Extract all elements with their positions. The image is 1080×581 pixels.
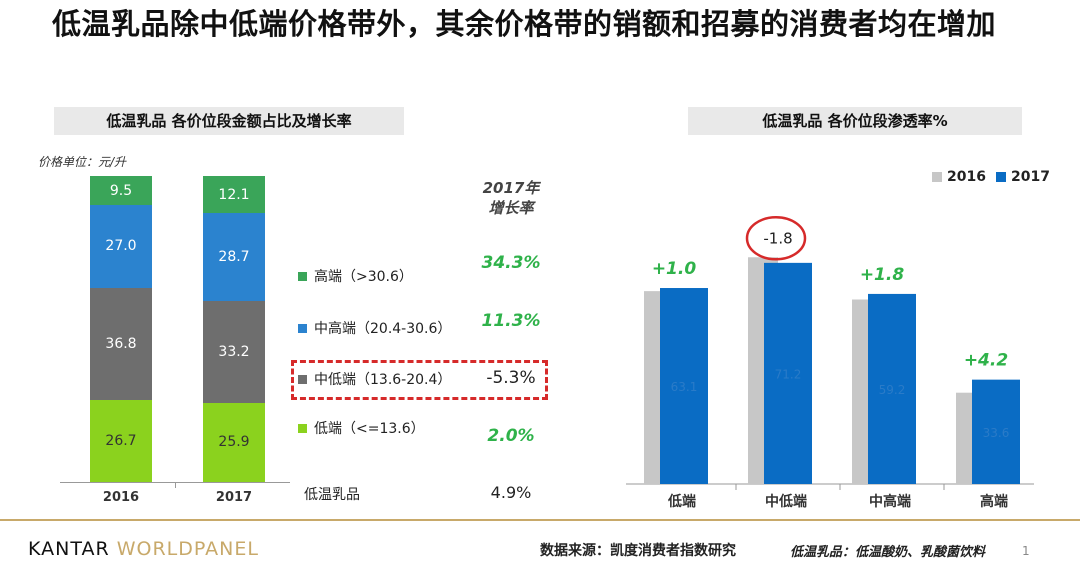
stack-segment: 36.8 xyxy=(90,287,152,401)
logo-product: WORLDPANEL xyxy=(116,538,259,560)
page-title: 低温乳品除中低端价格带外，其余价格带的销额和招募的消费者均在增加 xyxy=(52,7,997,41)
x-axis-category-label: 低端 xyxy=(667,493,696,510)
growth-value-mid-low: -5.3% xyxy=(486,368,536,388)
left-panel-heading: 低温乳品 各价位段金额占比及增长率 xyxy=(54,107,404,135)
logo-word: KANTAR xyxy=(28,538,110,560)
right-panel-heading: 低温乳品 各价位段渗透率% xyxy=(688,107,1022,135)
total-label: 低温乳品 xyxy=(304,487,360,503)
delta-label: +1.0 xyxy=(652,259,697,279)
stack-segment-value: 12.1 xyxy=(218,186,250,203)
legend-label-2016: 2016 xyxy=(947,169,986,185)
stack-axis-tick xyxy=(175,482,176,488)
legend-label-2017: 2017 xyxy=(1010,169,1050,185)
stack-segment: 27.0 xyxy=(90,205,152,288)
growth-value-high: 34.3% xyxy=(481,253,541,273)
legend-item-mid-low: 中低端（13.6-20.4） xyxy=(298,369,451,389)
stack-bar-2017: 25.9 33.2 28.7 12.1 xyxy=(203,176,265,482)
penetration-bar-chart: 63.1 +1.0 低端 71.2 -1.8 中低端 59.2 +1.8 中高端 33.6 +4.2… xyxy=(626,216,1034,510)
legend-swatch-high xyxy=(298,271,307,281)
growth-column-header: 2017年 增长率 xyxy=(482,179,540,217)
x-axis-category-label: 高端 xyxy=(980,493,1008,510)
stack-x-label-2017: 2017 xyxy=(215,490,253,505)
growth-value-mid-high: 11.3% xyxy=(481,311,541,331)
x-axis-category-label: 中高端 xyxy=(869,493,911,510)
stack-x-label-2016: 2016 xyxy=(102,490,140,505)
page-number: 1 xyxy=(1022,544,1030,558)
stack-segment-value: 33.2 xyxy=(218,343,250,360)
stack-segment: 26.7 xyxy=(90,400,152,482)
stack-segment-value: 25.9 xyxy=(218,434,250,451)
price-unit-note: 价格单位：元/升 xyxy=(38,155,127,169)
stack-segment: 33.2 xyxy=(203,300,265,403)
legend-label-mid-low: 中低端（13.6-20.4） xyxy=(314,372,452,388)
total-growth-value: 4.9% xyxy=(490,483,532,502)
bar-value-label: 71.2 xyxy=(775,367,802,381)
legend-swatch-2016 xyxy=(932,172,942,182)
decline-highlight-circle xyxy=(745,216,807,261)
legend-item-low: 低端（<=13.6） xyxy=(298,418,425,438)
mid-low-highlight-box xyxy=(291,360,548,400)
legend-item-mid-high: 中高端（20.4-30.6） xyxy=(298,318,451,338)
stack-segment: 12.1 xyxy=(203,176,265,214)
legend-swatch-low xyxy=(298,423,307,433)
legend-swatch-mid-high xyxy=(298,323,307,333)
growth-value-low: 2.0% xyxy=(487,426,535,446)
legend-swatch-2017 xyxy=(995,172,1006,182)
stack-segment: 9.5 xyxy=(90,176,152,206)
stack-segment-value: 36.8 xyxy=(105,336,137,353)
bar-legend: 2016 2017 xyxy=(932,169,1050,185)
bar-value-label: 59.2 xyxy=(879,383,906,397)
stack-segment-value: 26.7 xyxy=(105,433,137,450)
legend-swatch-mid-low xyxy=(298,374,307,384)
bar-value-label: 63.1 xyxy=(671,380,698,394)
legend-item-high: 高端（>30.6） xyxy=(298,266,413,286)
kantar-worldpanel-logo: KANTAR WORLDPANEL xyxy=(28,538,259,560)
bar-value-label: 33.6 xyxy=(983,426,1010,440)
x-axis-category-label: 中低端 xyxy=(765,493,807,510)
stack-segment-value: 27.0 xyxy=(105,238,137,255)
legend-label-low: 低端（<=13.6） xyxy=(314,421,425,437)
delta-label: -1.8 xyxy=(763,229,792,247)
category-note: 低温乳品：低温酸奶、乳酸菌饮料 xyxy=(790,545,986,560)
stacked-bar-chart: 26.7 36.8 27.0 9.5 25.9 33.2 28.7 12.1 xyxy=(60,176,290,488)
data-source: 数据来源：凯度消费者指数研究 xyxy=(540,543,736,559)
bar-2017 xyxy=(868,293,916,484)
bar-2017 xyxy=(972,379,1020,484)
bar-2017 xyxy=(660,288,708,484)
stack-segment-value: 28.7 xyxy=(218,249,250,266)
stack-segment-value: 9.5 xyxy=(109,182,133,199)
stack-segment: 28.7 xyxy=(203,213,265,301)
delta-label: +1.8 xyxy=(860,265,905,285)
legend-label-high: 高端（>30.6） xyxy=(314,269,413,285)
stack-segment: 25.9 xyxy=(203,402,265,482)
bar-2017 xyxy=(764,262,812,484)
delta-label: +4.2 xyxy=(964,351,1008,371)
legend-label-mid-high: 中高端（20.4-30.6） xyxy=(314,321,452,337)
stack-bar-2016: 26.7 36.8 27.0 9.5 xyxy=(90,176,152,482)
footer-rule xyxy=(0,519,1080,521)
